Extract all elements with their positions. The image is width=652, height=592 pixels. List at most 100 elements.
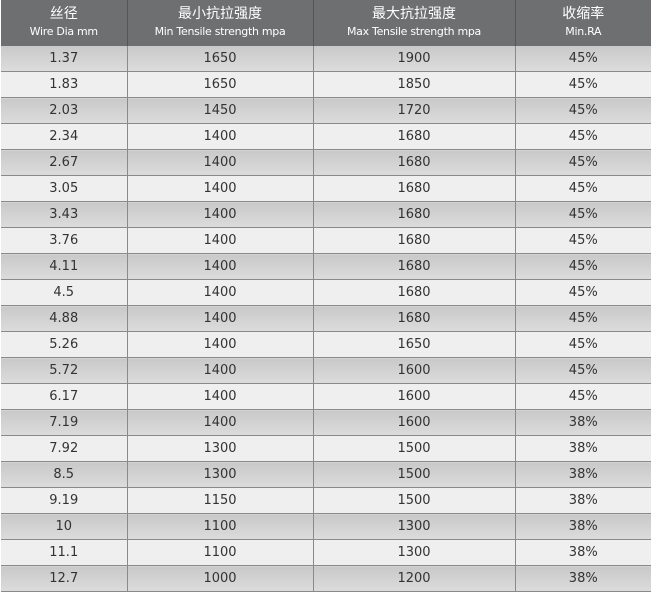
cell-max-tensile: 1500	[313, 435, 516, 462]
cell-min-tensile: 1300	[127, 461, 314, 488]
cell-min-ra: 45%	[515, 383, 651, 410]
cell-min-ra: 38%	[515, 513, 651, 540]
cell-wire-dia: 3.76	[1, 227, 128, 254]
cell-min-ra: 45%	[515, 227, 651, 254]
cell-min-ra: 45%	[515, 123, 651, 150]
table-row: 5.26 1400 1650 45%	[1, 331, 651, 358]
table-row: 1.37 1650 1900 45%	[1, 46, 651, 72]
cell-wire-dia: 6.17	[1, 383, 128, 410]
table-row: 12.7 1000 1200 38%	[1, 565, 651, 592]
cell-min-ra: 45%	[515, 279, 651, 306]
cell-min-ra: 38%	[515, 435, 651, 462]
cell-min-ra: 45%	[515, 201, 651, 228]
header-zh: 最小抗拉强度	[178, 6, 262, 22]
cell-min-tensile: 1650	[127, 46, 314, 72]
table-row: 4.11 1400 1680 45%	[1, 253, 651, 280]
header-wire-dia: 丝径 Wire Dia mm	[1, 0, 128, 46]
cell-wire-dia: 9.19	[1, 487, 128, 514]
cell-min-tensile: 1400	[127, 227, 314, 254]
cell-wire-dia: 3.05	[1, 175, 128, 202]
header-en: Max Tensile strength mpa	[346, 25, 481, 38]
table-row: 3.05 1400 1680 45%	[1, 175, 651, 202]
cell-wire-dia: 4.5	[1, 279, 128, 306]
cell-min-tensile: 1400	[127, 383, 314, 410]
cell-wire-dia: 1.37	[1, 46, 128, 72]
cell-wire-dia: 7.92	[1, 435, 128, 462]
cell-wire-dia: 12.7	[1, 565, 128, 592]
table-row: 2.03 1450 1720 45%	[1, 97, 651, 124]
table-row: 6.17 1400 1600 45%	[1, 383, 651, 410]
table-row: 7.19 1400 1600 38%	[1, 409, 651, 436]
table-row: 7.92 1300 1500 38%	[1, 435, 651, 462]
cell-max-tensile: 1680	[313, 149, 516, 176]
cell-min-tensile: 1650	[127, 71, 314, 98]
cell-min-ra: 45%	[515, 357, 651, 384]
cell-min-tensile: 1400	[127, 201, 314, 228]
cell-min-ra: 45%	[515, 149, 651, 176]
cell-min-tensile: 1100	[127, 539, 314, 566]
cell-wire-dia: 5.72	[1, 357, 128, 384]
table-row: 4.88 1400 1680 45%	[1, 305, 651, 332]
cell-max-tensile: 1600	[313, 383, 516, 410]
table-row: 8.5 1300 1500 38%	[1, 461, 651, 488]
cell-wire-dia: 2.67	[1, 149, 128, 176]
cell-min-tensile: 1400	[127, 409, 314, 436]
header-zh: 丝径	[49, 6, 78, 22]
cell-min-ra: 45%	[515, 253, 651, 280]
cell-min-tensile: 1400	[127, 357, 314, 384]
header-en: Min.RA	[565, 25, 602, 38]
cell-max-tensile: 1500	[313, 487, 516, 514]
cell-max-tensile: 1900	[313, 46, 516, 72]
cell-wire-dia: 4.88	[1, 305, 128, 332]
cell-max-tensile: 1720	[313, 97, 516, 124]
table-row: 2.34 1400 1680 45%	[1, 123, 651, 150]
cell-min-ra: 38%	[515, 461, 651, 488]
header-min-tensile: 最小抗拉强度 Min Tensile strength mpa	[127, 0, 314, 46]
header-en: Min Tensile strength mpa	[154, 25, 286, 38]
table-row: 9.19 1150 1500 38%	[1, 487, 651, 514]
cell-min-ra: 38%	[515, 487, 651, 514]
cell-min-tensile: 1400	[127, 279, 314, 306]
cell-wire-dia: 11.1	[1, 539, 128, 566]
table-row: 10 1100 1300 38%	[1, 513, 651, 540]
table-row: 4.5 1400 1680 45%	[1, 279, 651, 306]
cell-max-tensile: 1680	[313, 305, 516, 332]
cell-max-tensile: 1680	[313, 279, 516, 306]
cell-min-tensile: 1400	[127, 331, 314, 358]
table-row: 3.43 1400 1680 45%	[1, 201, 651, 228]
cell-wire-dia: 1.83	[1, 71, 128, 98]
header-zh: 收缩率	[562, 6, 605, 22]
cell-max-tensile: 1500	[313, 461, 516, 488]
cell-min-ra: 38%	[515, 539, 651, 566]
cell-min-tensile: 1400	[127, 253, 314, 280]
header-min-ra: 收缩率 Min.RA	[515, 0, 651, 46]
cell-max-tensile: 1600	[313, 409, 516, 436]
cell-max-tensile: 1680	[313, 253, 516, 280]
cell-min-ra: 38%	[515, 409, 651, 436]
table-row: 2.67 1400 1680 45%	[1, 149, 651, 176]
cell-min-ra: 45%	[515, 97, 651, 124]
cell-wire-dia: 3.43	[1, 201, 128, 228]
table-row: 5.72 1400 1600 45%	[1, 357, 651, 384]
table-row: 1.83 1650 1850 45%	[1, 71, 651, 98]
table-row: 3.76 1400 1680 45%	[1, 227, 651, 254]
header-en: Wire Dia mm	[29, 25, 98, 38]
cell-max-tensile: 1680	[313, 175, 516, 202]
cell-max-tensile: 1300	[313, 539, 516, 566]
cell-min-tensile: 1300	[127, 435, 314, 462]
cell-max-tensile: 1300	[313, 513, 516, 540]
header-zh: 最大抗拉强度	[372, 6, 456, 22]
cell-min-ra: 45%	[515, 305, 651, 332]
cell-max-tensile: 1680	[313, 123, 516, 150]
cell-max-tensile: 1600	[313, 357, 516, 384]
cell-min-tensile: 1400	[127, 175, 314, 202]
header-row: 丝径 Wire Dia mm 最小抗拉强度 Min Tensile strength …	[1, 0, 651, 46]
cell-min-tensile: 1150	[127, 487, 314, 514]
cell-max-tensile: 1200	[313, 565, 516, 592]
cell-min-tensile: 1450	[127, 97, 314, 124]
cell-wire-dia: 2.03	[1, 97, 128, 124]
cell-min-ra: 45%	[515, 175, 651, 202]
cell-min-ra: 38%	[515, 565, 651, 592]
cell-max-tensile: 1650	[313, 331, 516, 358]
cell-max-tensile: 1850	[313, 71, 516, 98]
